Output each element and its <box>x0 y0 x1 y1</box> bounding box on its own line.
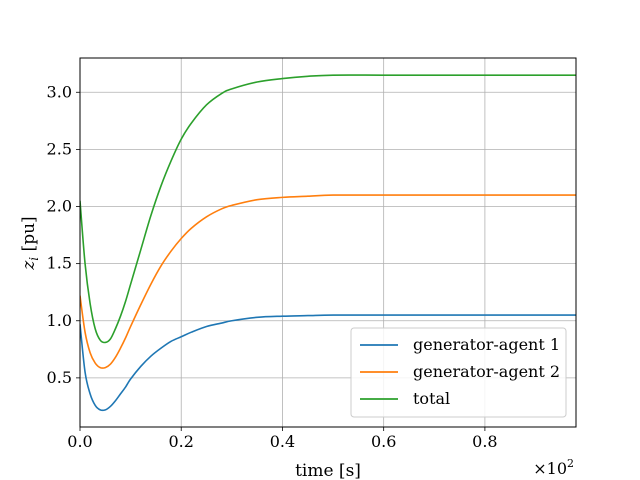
x-tick-label: 0.4 <box>270 432 295 451</box>
x-axis-offset-label: ×102 <box>533 457 574 478</box>
y-tick-label: 0.5 <box>47 368 72 387</box>
legend-label-total: total <box>413 389 450 408</box>
series-line-generator-agent-1 <box>80 314 576 412</box>
legend: generator-agent 1 generator-agent 2 total <box>350 327 567 418</box>
y-axis-label-unit: [pu] <box>19 216 39 257</box>
x-offset-exponent: 2 <box>567 457 574 470</box>
x-tick-label: 0.2 <box>168 432 193 451</box>
y-tick-label: 1.0 <box>47 311 72 330</box>
y-axis-label-main: z <box>19 260 39 271</box>
x-offset-base: ×10 <box>533 459 567 478</box>
y-tick-label: 1.5 <box>47 254 72 273</box>
y-tick-label: 2.5 <box>47 139 72 158</box>
plot-frame <box>79 57 577 428</box>
y-axis-label: zi [pu] <box>19 216 41 270</box>
series-line-total <box>80 74 576 344</box>
x-axis-label: time [s] <box>295 461 361 480</box>
legend-label-generator-agent-1: generator-agent 1 <box>413 335 560 354</box>
x-axis-ticks: 0.0 0.2 0.4 0.6 0.8 <box>67 427 498 451</box>
y-axis-label-subscript: i <box>27 257 41 261</box>
y-tick-label: 3.0 <box>47 82 72 101</box>
legend-box <box>350 327 567 418</box>
x-tick-label: 0.6 <box>371 432 396 451</box>
y-tick-label: 2.0 <box>47 197 72 216</box>
x-tick-label: 0.8 <box>472 432 497 451</box>
legend-items: generator-agent 1 generator-agent 2 total <box>360 335 560 408</box>
series-group <box>80 74 576 412</box>
y-axis-ticks: 0.5 1.0 1.5 2.0 2.5 3.0 <box>47 82 80 387</box>
series-line-generator-agent-2 <box>80 194 576 369</box>
x-tick-label: 0.0 <box>67 432 92 451</box>
legend-label-generator-agent-2: generator-agent 2 <box>413 362 560 381</box>
